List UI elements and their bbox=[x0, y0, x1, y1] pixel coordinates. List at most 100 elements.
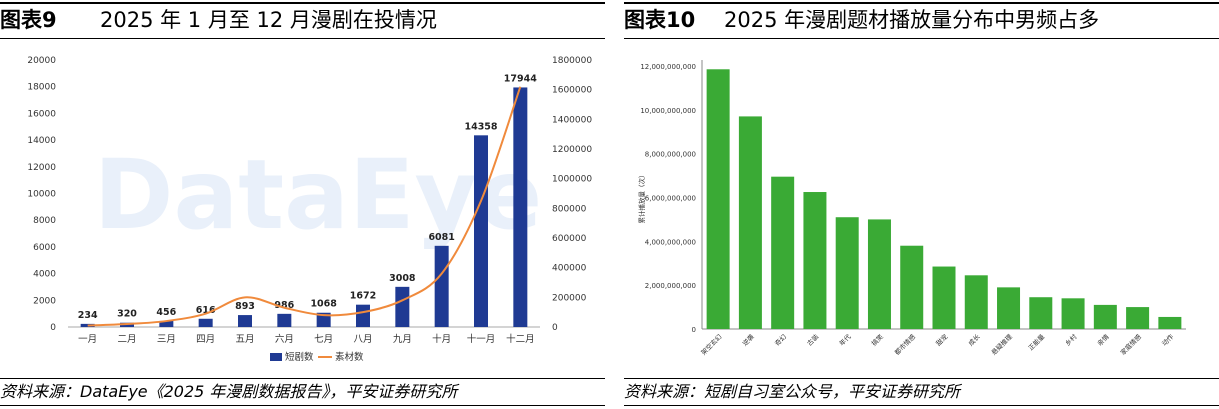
y-tick-label: 2,000,000,000 bbox=[645, 282, 696, 290]
bar-data-label: 1068 bbox=[310, 299, 337, 310]
figure-title: 2025 年漫剧题材播放量分布中男频占多 bbox=[724, 8, 1100, 32]
source-note: 资料来源：DataEye《2025 年漫剧数据报告》，平安证券研究所 bbox=[0, 382, 458, 401]
bar-genre-playcount bbox=[867, 219, 891, 329]
x-tick-label: 十月 bbox=[432, 333, 451, 345]
bar-short-drama-count bbox=[434, 245, 449, 327]
left-y-tick-label: 8000 bbox=[33, 216, 56, 226]
bar-genre-playcount bbox=[964, 275, 988, 329]
bar-data-label: 3008 bbox=[389, 273, 416, 284]
bar-short-drama-count bbox=[277, 313, 292, 327]
x-tick-label: 二月 bbox=[117, 334, 136, 345]
right-y-tick-label: 800000 bbox=[552, 204, 587, 214]
bar-data-label: 893 bbox=[235, 301, 255, 312]
line-material-count bbox=[87, 86, 522, 327]
bar-genre-playcount bbox=[1061, 298, 1085, 329]
monthly-investment-chart: DataEye 02000400060008000100001200014000… bbox=[27, 56, 592, 363]
bar-genre-playcount bbox=[835, 217, 859, 329]
bottom-rule bbox=[0, 405, 605, 406]
x-tick-label: 九月 bbox=[393, 333, 412, 345]
right-y-tick-label: 0 bbox=[552, 323, 558, 333]
x-tick-label: 成长 bbox=[966, 332, 982, 348]
legend-label: 短剧数 bbox=[285, 351, 314, 363]
figure-label: 图表10 bbox=[624, 8, 696, 32]
bar-short-drama-count bbox=[198, 318, 213, 327]
left-y-tick-label: 0 bbox=[50, 323, 56, 333]
figure-label: 图表9 bbox=[0, 8, 57, 32]
legend-swatch-bar bbox=[270, 353, 282, 361]
bar-genre-playcount bbox=[706, 69, 730, 329]
legend-label: 素材数 bbox=[335, 351, 364, 363]
bar-genre-playcount bbox=[1158, 316, 1182, 329]
x-tick-label: 乡村 bbox=[1063, 332, 1079, 348]
right-y-tick-label: 600000 bbox=[552, 234, 587, 244]
left-y-tick-label: 4000 bbox=[33, 270, 56, 280]
x-tick-label: 正能量 bbox=[1026, 332, 1047, 353]
bar-genre-playcount bbox=[900, 245, 924, 329]
y-axis-title: 累计播放量（次） bbox=[637, 172, 646, 224]
y-tick-label: 8,000,000,000 bbox=[645, 151, 696, 159]
left-y-tick-label: 6000 bbox=[33, 243, 56, 253]
bar-genre-playcount bbox=[738, 116, 762, 330]
x-tick-label: 古装 bbox=[805, 332, 821, 348]
bar-short-drama-count bbox=[474, 135, 488, 327]
right-y-tick-label: 1400000 bbox=[552, 115, 592, 125]
bar-short-drama-count bbox=[356, 304, 370, 327]
x-tick-label: 奇幻 bbox=[773, 332, 789, 348]
bar-data-label: 456 bbox=[156, 307, 176, 318]
left-y-tick-label: 20000 bbox=[27, 56, 56, 66]
left-y-tick-label: 14000 bbox=[27, 136, 56, 146]
title-rule bbox=[624, 38, 1219, 39]
x-tick-label: 五月 bbox=[235, 334, 254, 345]
right-y-tick-label: 400000 bbox=[552, 264, 587, 274]
bar-data-label: 234 bbox=[78, 310, 98, 321]
bottom-rule bbox=[624, 405, 1219, 406]
x-tick-label: 三月 bbox=[157, 334, 176, 345]
left-panel: 图表9 2025 年 1 月至 12 月漫剧在投情况 DataEye 0 2000 4… bbox=[0, 0, 605, 409]
bar-data-label: 320 bbox=[117, 309, 137, 320]
y-tick-label: 4,000,000,000 bbox=[645, 238, 696, 246]
source-rule bbox=[0, 378, 605, 379]
bar-short-drama-count bbox=[395, 286, 410, 327]
source-note: 资料来源：短剧自习室公众号，平安证券研究所 bbox=[624, 382, 961, 401]
x-tick-label: 家庭情感 bbox=[1118, 332, 1143, 357]
right-y-tick-label: 1000000 bbox=[552, 175, 592, 185]
bar-short-drama-count bbox=[316, 312, 331, 327]
bar-genre-playcount bbox=[997, 287, 1021, 329]
bar-genre-playcount bbox=[803, 192, 827, 329]
bar-data-label: 1672 bbox=[350, 291, 376, 302]
left-y-tick-label: 16000 bbox=[27, 109, 56, 119]
x-tick-label: 甜宠 bbox=[934, 332, 950, 348]
x-tick-label: 都市情感 bbox=[892, 332, 917, 357]
right-panel: 图表10 2025 年漫剧题材播放量分布中男频占多 0 2,000,000,000 4… bbox=[624, 0, 1219, 409]
bar-data-label: 616 bbox=[196, 305, 216, 316]
left-y-tick-label: 18000 bbox=[27, 83, 56, 93]
bar-data-label: 14358 bbox=[464, 121, 497, 132]
x-tick-label: 十一月 bbox=[467, 333, 496, 345]
figure-heading: 图表10 2025 年漫剧题材播放量分布中男频占多 bbox=[624, 4, 1099, 36]
top-rule bbox=[624, 2, 1219, 4]
bar-genre-playcount bbox=[771, 176, 795, 329]
right-y-tick-label: 200000 bbox=[552, 293, 587, 303]
x-tick-label: 悬疑推理 bbox=[989, 332, 1014, 357]
x-tick-label: 架空玄幻 bbox=[699, 332, 724, 357]
x-tick-label: 八月 bbox=[353, 334, 372, 345]
bar-genre-playcount bbox=[1029, 297, 1053, 329]
x-tick-label: 七月 bbox=[314, 334, 333, 345]
y-tick-label: 12,000,000,000 bbox=[640, 63, 696, 71]
figure-title: 2025 年 1 月至 12 月漫剧在投情况 bbox=[100, 8, 437, 32]
bar-short-drama-count bbox=[238, 315, 252, 327]
y-tick-label: 0 bbox=[692, 326, 696, 334]
left-y-tick-label: 2000 bbox=[33, 296, 56, 306]
bar-genre-playcount bbox=[932, 266, 956, 329]
x-tick-label: 年代 bbox=[837, 332, 853, 348]
y-tick-label: 10,000,000,000 bbox=[640, 107, 696, 115]
bar-short-drama-count bbox=[513, 87, 528, 327]
x-tick-label: 六月 bbox=[275, 333, 294, 345]
left-y-tick-label: 12000 bbox=[27, 163, 56, 173]
x-tick-label: 动作 bbox=[1160, 332, 1176, 348]
figure-heading: 图表9 2025 年 1 月至 12 月漫剧在投情况 bbox=[0, 4, 437, 36]
right-y-tick-label: 1200000 bbox=[552, 145, 592, 155]
y-tick-label: 6,000,000,000 bbox=[645, 195, 696, 203]
bar-data-label: 6081 bbox=[428, 232, 454, 243]
bar-short-drama-count bbox=[159, 320, 174, 327]
